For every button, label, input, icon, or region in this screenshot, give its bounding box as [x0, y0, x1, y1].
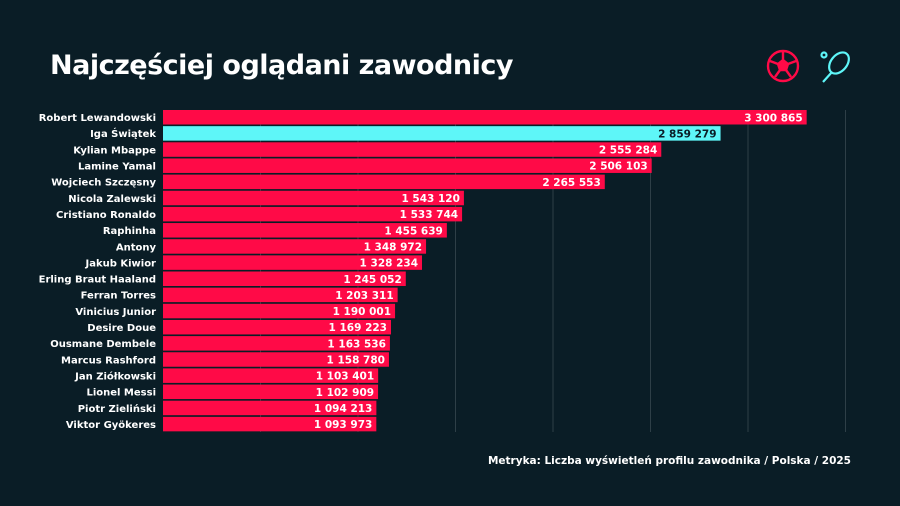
data-label: 1 533 744 [400, 209, 458, 221]
category-label: Nicola Zalewski [68, 194, 156, 205]
bar [163, 352, 389, 367]
category-label: Iga Świątek [90, 127, 156, 140]
bar [163, 416, 377, 432]
category-label: Marcus Rashford [61, 355, 156, 366]
bar [163, 368, 379, 383]
data-label: 1 543 120 [401, 193, 459, 205]
bar [163, 239, 427, 254]
category-label: Erling Braut Haaland [39, 275, 156, 286]
data-label: 2 265 553 [542, 177, 600, 189]
category-label: Cristiano Ronaldo [56, 210, 156, 221]
bar [163, 174, 605, 190]
category-label: Jakub Kiwior [84, 258, 156, 269]
bar [163, 384, 379, 400]
data-label: 1 455 639 [384, 225, 442, 237]
category-label: Lamine Yamal [78, 162, 156, 173]
category-label: Vinicius Junior [75, 307, 156, 318]
bar [163, 336, 390, 351]
data-label: 1 203 311 [335, 290, 393, 302]
bar-chart: Robert Lewandowski 3 300 865 Iga Świątek 2 … [39, 110, 846, 432]
category-label: Robert Lewandowski [39, 113, 156, 124]
category-label: Antony [116, 242, 157, 253]
data-label: 1 169 223 [329, 322, 387, 334]
data-label: 2 506 103 [589, 161, 647, 173]
category-label: Ferran Torres [81, 291, 156, 302]
chart-title: Najczęściej oglądani zawodnicy [50, 50, 514, 81]
data-label: 3 300 865 [744, 112, 802, 124]
category-label: Desire Doue [87, 323, 156, 334]
data-label: 2 555 284 [599, 145, 657, 157]
data-label: 1 163 536 [327, 338, 385, 350]
bar [163, 255, 423, 270]
tennis-racket-icon [820, 51, 850, 83]
category-label: Kylian Mbappe [73, 145, 156, 156]
bar [163, 206, 463, 222]
data-label: 2 859 279 [658, 128, 716, 140]
bar [163, 110, 807, 125]
category-label: Jan Ziółkowski [74, 370, 156, 382]
data-label: 1 190 001 [333, 306, 391, 318]
category-label: Wojciech Szczęsny [51, 178, 156, 189]
bar [163, 271, 406, 286]
data-label: 1 348 972 [364, 241, 422, 253]
football-icon [766, 49, 800, 83]
bar [163, 303, 396, 319]
category-label: Raphinha [103, 226, 156, 237]
data-label: 1 103 401 [316, 371, 374, 383]
data-label: 1 102 909 [316, 387, 374, 399]
bar [163, 142, 662, 157]
bar [163, 190, 464, 206]
bar [163, 287, 398, 303]
category-label: Ousmane Dembele [50, 339, 156, 350]
data-label: 1 328 234 [360, 258, 418, 270]
bar [163, 126, 721, 141]
bar [163, 319, 391, 335]
bar [163, 158, 652, 173]
data-label: 1 245 052 [343, 274, 401, 286]
category-label: Piotr Zieliński [78, 403, 156, 415]
data-label: 1 094 213 [314, 403, 372, 415]
bar [163, 223, 447, 238]
metric-footnote: Metryka: Liczba wyświetleń profilu zawod… [487, 455, 851, 467]
data-label: 1 158 780 [327, 355, 385, 367]
category-label: Viktor Gyökeres [66, 420, 156, 431]
data-label: 1 093 973 [314, 419, 372, 431]
category-label: Lionel Messi [86, 388, 156, 399]
bar [163, 400, 377, 416]
sport-legend-icons [766, 49, 850, 83]
